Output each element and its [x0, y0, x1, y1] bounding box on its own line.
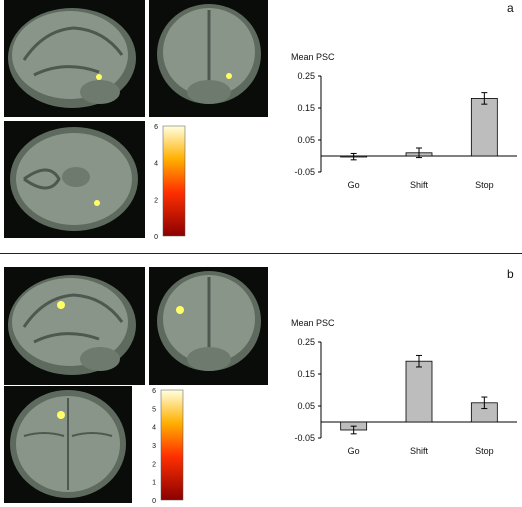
y-tick-label: -0.05 [294, 167, 315, 177]
chart-ylabel: Mean PSC [291, 318, 335, 328]
colorbar-tick-label: 6 [152, 388, 156, 395]
sagittal-brain-slice [4, 267, 145, 385]
y-tick-label: -0.05 [294, 433, 315, 443]
panel-b: b [0, 262, 522, 507]
colorbar-tick-label: 1 [152, 480, 156, 487]
x-tick-label: Stop [475, 180, 494, 190]
colorbar-tick-label: 0 [154, 234, 158, 240]
sagittal-brain-slice [4, 0, 145, 117]
bar-chart: -0.05 0.05 0.15 0.25 Go Shift Stop [285, 70, 521, 200]
colorbar: 6 4 2 0 [148, 124, 188, 240]
x-tick-label: Stop [475, 446, 494, 456]
bar [405, 360, 433, 423]
bar [470, 97, 498, 157]
axial-brain-slice [4, 121, 145, 238]
colorbar-tick-label: 0 [152, 498, 156, 504]
colorbar-tick-label: 5 [152, 406, 156, 413]
x-tick-label: Shift [410, 180, 429, 190]
coronal-brain-slice [149, 267, 268, 385]
bar-chart: -0.05 0.05 0.15 0.25 Go Shift Stop [285, 336, 521, 466]
colorbar-tick-label: 2 [154, 197, 158, 204]
y-tick-label: 0.05 [297, 135, 315, 145]
y-tick-label: 0.25 [297, 71, 315, 81]
panel-divider [0, 253, 522, 254]
colorbar-tick-label: 4 [152, 425, 156, 432]
y-tick-label: 0.05 [297, 401, 315, 411]
x-tick-label: Shift [410, 446, 429, 456]
chart-ylabel: Mean PSC [291, 52, 335, 62]
colorbar-tick-label: 4 [154, 161, 158, 168]
y-tick-label: 0.25 [297, 337, 315, 347]
colorbar-tick-label: 6 [154, 124, 158, 131]
colorbar-tick-label: 2 [152, 461, 156, 468]
x-tick-label: Go [348, 446, 360, 456]
panel-a: a [0, 0, 522, 250]
y-tick-label: 0.15 [297, 369, 315, 379]
x-tick-label: Go [348, 180, 360, 190]
y-tick-label: 0.15 [297, 103, 315, 113]
axial-brain-slice [4, 386, 132, 503]
colorbar-tick-label: 3 [152, 443, 156, 450]
colorbar: 6 5 4 3 2 1 0 [146, 388, 186, 504]
coronal-brain-slice [149, 0, 268, 117]
panel-letter: a [507, 1, 514, 15]
panel-letter: b [507, 267, 514, 281]
